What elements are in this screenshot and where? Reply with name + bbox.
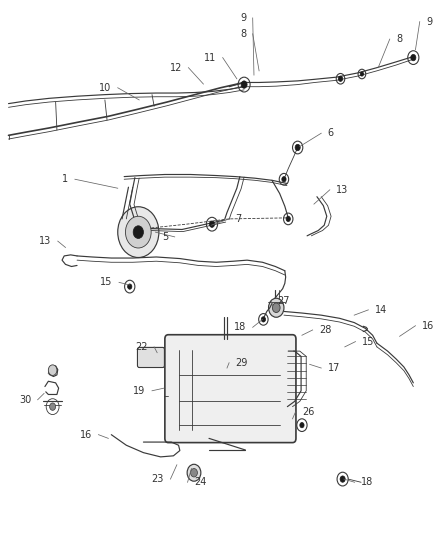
Text: 8: 8 — [240, 29, 246, 39]
Text: 11: 11 — [204, 53, 216, 62]
Text: 18: 18 — [234, 322, 246, 332]
Text: 29: 29 — [236, 358, 248, 368]
Text: 16: 16 — [422, 321, 434, 331]
Text: 30: 30 — [19, 395, 31, 405]
Circle shape — [49, 403, 56, 410]
Text: 8: 8 — [396, 34, 403, 44]
Text: 15: 15 — [362, 337, 374, 346]
Text: 26: 26 — [302, 407, 314, 417]
Text: 1: 1 — [62, 174, 68, 184]
Text: 18: 18 — [361, 477, 373, 487]
FancyBboxPatch shape — [138, 348, 164, 368]
Text: 28: 28 — [319, 325, 332, 335]
Text: 6: 6 — [328, 128, 334, 138]
Circle shape — [127, 284, 132, 289]
Circle shape — [295, 144, 300, 151]
Circle shape — [241, 81, 247, 88]
Text: 9: 9 — [240, 13, 246, 23]
Circle shape — [187, 464, 201, 481]
Circle shape — [125, 216, 151, 248]
Circle shape — [360, 72, 364, 76]
Text: 5: 5 — [162, 232, 168, 242]
FancyBboxPatch shape — [165, 335, 296, 442]
Text: 23: 23 — [152, 474, 164, 484]
Text: 12: 12 — [170, 63, 182, 72]
Text: 13: 13 — [39, 236, 51, 246]
Circle shape — [411, 54, 416, 61]
Circle shape — [286, 216, 290, 222]
Circle shape — [209, 221, 215, 228]
Text: 13: 13 — [336, 185, 349, 195]
Circle shape — [282, 176, 286, 182]
Text: 27: 27 — [278, 296, 290, 306]
Circle shape — [261, 317, 265, 322]
Circle shape — [133, 226, 144, 238]
Text: 19: 19 — [133, 386, 145, 396]
Circle shape — [300, 423, 304, 428]
Circle shape — [340, 476, 345, 482]
Circle shape — [191, 469, 198, 477]
Text: 9: 9 — [426, 17, 432, 27]
Text: 15: 15 — [100, 277, 113, 287]
Text: 17: 17 — [328, 363, 340, 373]
Text: 7: 7 — [236, 214, 242, 224]
Circle shape — [268, 298, 284, 317]
Text: 16: 16 — [80, 430, 92, 440]
Circle shape — [339, 76, 343, 82]
Text: 22: 22 — [135, 342, 148, 352]
Text: 14: 14 — [375, 305, 387, 315]
Text: 24: 24 — [194, 477, 206, 487]
Circle shape — [48, 365, 57, 375]
Text: 10: 10 — [99, 83, 111, 93]
Circle shape — [272, 303, 280, 312]
Circle shape — [118, 207, 159, 257]
